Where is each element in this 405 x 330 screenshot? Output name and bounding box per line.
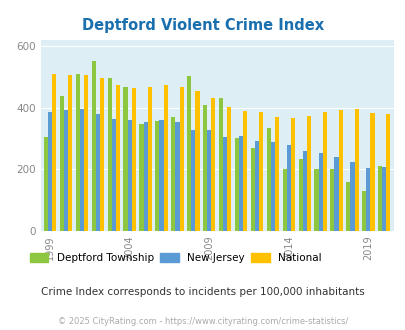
Bar [115, 85, 120, 231]
Bar [330, 169, 334, 231]
Bar [313, 169, 318, 231]
Bar [48, 112, 52, 231]
Bar [338, 110, 342, 231]
Text: Crime Index corresponds to incidents per 100,000 inhabitants: Crime Index corresponds to incidents per… [41, 287, 364, 297]
Bar [318, 153, 322, 231]
Bar [218, 98, 222, 231]
Bar [187, 76, 191, 231]
Bar [345, 182, 350, 231]
Bar [68, 75, 72, 231]
Bar [52, 75, 56, 231]
Bar [306, 116, 310, 231]
Bar [282, 169, 286, 231]
Bar [258, 112, 262, 231]
Bar [250, 148, 254, 231]
Bar [100, 79, 104, 231]
Bar [92, 61, 96, 231]
Bar [377, 166, 381, 231]
Bar [195, 90, 199, 231]
Bar [290, 118, 294, 231]
Bar [207, 130, 211, 231]
Text: © 2025 CityRating.com - https://www.cityrating.com/crime-statistics/: © 2025 CityRating.com - https://www.city… [58, 317, 347, 326]
Bar [302, 151, 306, 231]
Bar [139, 124, 143, 231]
Bar [254, 142, 258, 231]
Bar [211, 98, 215, 231]
Bar [270, 142, 274, 231]
Bar [227, 107, 231, 231]
Bar [191, 130, 195, 231]
Bar [222, 137, 227, 231]
Bar [84, 76, 88, 231]
Bar [132, 88, 136, 231]
Bar [175, 122, 179, 231]
Bar [44, 137, 48, 231]
Bar [163, 85, 167, 231]
Bar [159, 120, 163, 231]
Bar [64, 110, 68, 231]
Bar [334, 157, 338, 231]
Bar [322, 113, 326, 231]
Bar [123, 86, 127, 231]
Bar [80, 109, 84, 231]
Bar [381, 167, 386, 231]
Legend: Deptford Township, New Jersey, National: Deptford Township, New Jersey, National [26, 248, 325, 267]
Bar [155, 121, 159, 231]
Bar [96, 114, 100, 231]
Bar [107, 78, 111, 231]
Bar [386, 114, 390, 231]
Text: Deptford Violent Crime Index: Deptford Violent Crime Index [82, 18, 323, 33]
Bar [179, 87, 183, 231]
Bar [243, 111, 247, 231]
Bar [127, 120, 132, 231]
Bar [365, 168, 369, 231]
Bar [111, 119, 115, 231]
Bar [274, 117, 278, 231]
Bar [361, 191, 365, 231]
Bar [266, 128, 270, 231]
Bar [350, 162, 354, 231]
Bar [76, 74, 80, 231]
Bar [202, 105, 207, 231]
Bar [369, 113, 374, 231]
Bar [354, 109, 358, 231]
Bar [234, 138, 239, 231]
Bar [60, 96, 64, 231]
Bar [286, 145, 290, 231]
Bar [171, 117, 175, 231]
Bar [239, 136, 243, 231]
Bar [147, 87, 151, 231]
Bar [298, 159, 302, 231]
Bar [143, 122, 147, 231]
